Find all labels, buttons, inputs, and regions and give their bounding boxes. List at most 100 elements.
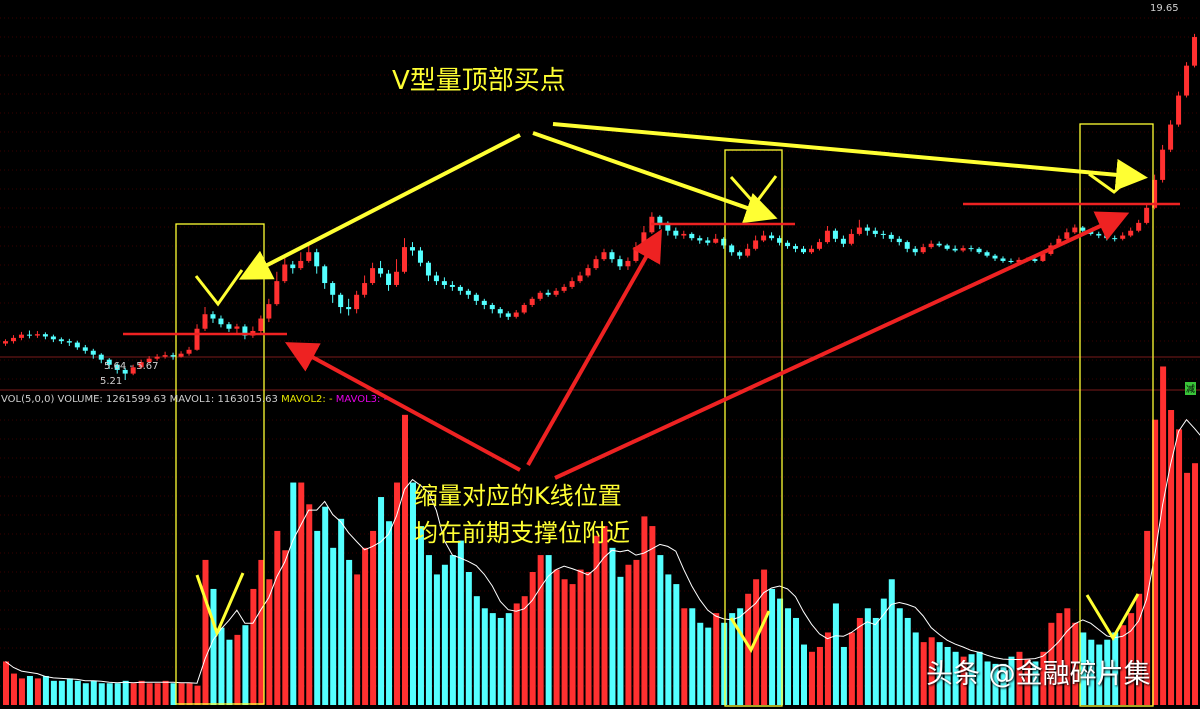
- candle-body: [1016, 259, 1022, 263]
- volume-bar: [50, 680, 57, 705]
- v-mark-volume: [1085, 593, 1140, 641]
- candle-body: [880, 233, 886, 235]
- candle-body: [274, 281, 280, 305]
- candle-body: [561, 286, 567, 291]
- volume-bar: [210, 588, 217, 705]
- volume-bar: [657, 555, 664, 705]
- volume-bar: [1048, 622, 1055, 705]
- candle-body: [1064, 232, 1070, 239]
- volume-bar: [370, 530, 377, 705]
- volume-bar: [306, 504, 313, 705]
- volume-bar: [1120, 625, 1127, 705]
- candle-body: [689, 233, 695, 239]
- candle-body: [681, 233, 687, 236]
- candle-body: [729, 245, 735, 253]
- candle-body: [737, 252, 743, 256]
- arrow-to-box3: [552, 122, 1148, 191]
- candle-body: [1192, 37, 1198, 66]
- volume-bar: [785, 608, 792, 705]
- candle-body: [553, 290, 559, 295]
- volume-bar: [1032, 661, 1039, 705]
- candle-body: [449, 284, 455, 287]
- mavol1-value: MAVOL1: 1163015.63: [169, 394, 278, 405]
- candle-body: [976, 248, 982, 253]
- candle-body: [154, 356, 160, 359]
- volume-bar: [274, 530, 281, 705]
- volume-bar: [984, 661, 991, 705]
- volume-bar: [745, 593, 752, 705]
- volume-bar: [880, 598, 887, 705]
- highlight-box: [175, 223, 265, 705]
- volume-bar: [505, 613, 512, 705]
- volume-bar: [625, 564, 632, 705]
- candle-body: [290, 264, 296, 269]
- volume-bar: [42, 675, 49, 705]
- candle-body: [952, 248, 958, 251]
- candle-body: [904, 242, 910, 249]
- vol-value: VOLUME: 1261599.63: [57, 394, 167, 405]
- candle-body: [1144, 207, 1150, 223]
- candle-body: [314, 252, 320, 267]
- volume-bar: [601, 526, 608, 705]
- candle-body: [960, 248, 966, 251]
- volume-bar: [952, 651, 959, 705]
- volume-bar: [330, 547, 337, 705]
- candle-body: [298, 260, 304, 269]
- volume-bar: [425, 555, 432, 705]
- annotation-note-line1: 缩量对应的K线位置: [414, 482, 622, 510]
- grid-lines: [0, 17, 1200, 687]
- volume-bar: [106, 683, 113, 705]
- candle-body: [66, 341, 72, 343]
- candle-body: [338, 294, 344, 308]
- volume-bar: [569, 584, 576, 705]
- candle-body: [34, 334, 40, 336]
- volume-bar: [114, 683, 121, 705]
- volume-bar: [864, 608, 871, 705]
- volume-bar: [920, 642, 927, 705]
- volume-bar: [481, 608, 488, 705]
- candle-body: [322, 266, 328, 284]
- candle-body: [362, 283, 368, 295]
- candle-body: [777, 238, 783, 243]
- annotation-layer: [123, 122, 1180, 707]
- candle-body: [473, 294, 479, 301]
- candle-body: [330, 283, 336, 295]
- candle-body: [753, 240, 759, 249]
- volume-bar: [354, 574, 361, 705]
- volume-bar: [729, 613, 736, 705]
- candle-body: [481, 300, 487, 305]
- volume-bar: [896, 608, 903, 705]
- volume-bar: [1184, 472, 1191, 705]
- volume-bar: [82, 683, 89, 705]
- price-high-label: 19.65: [1150, 3, 1179, 14]
- volume-bar: [138, 680, 145, 705]
- volume-bar: [218, 627, 225, 705]
- candle-body: [816, 242, 822, 249]
- reduce-tag: 减: [1185, 382, 1197, 395]
- volume-bar: [1144, 530, 1151, 705]
- candle-body: [90, 350, 96, 355]
- candle-body: [864, 227, 870, 231]
- candle-body: [944, 245, 950, 249]
- candle-body: [1040, 253, 1046, 261]
- candle-body: [1160, 149, 1166, 180]
- candle-body: [840, 238, 846, 244]
- volume-bar: [617, 576, 624, 705]
- candle-body: [1168, 124, 1174, 150]
- volume-bar: [226, 639, 233, 705]
- candle-body: [793, 246, 799, 249]
- highlight-box: [1079, 123, 1154, 707]
- volume-bar: [465, 572, 472, 705]
- volume-bar: [537, 555, 544, 705]
- candle-body: [585, 268, 591, 276]
- volume-bar: [1064, 608, 1071, 705]
- candle-body: [673, 230, 679, 236]
- candle-body: [1080, 227, 1086, 231]
- volume-bar: [689, 608, 696, 705]
- candle-body: [202, 314, 208, 329]
- candle-body: [888, 234, 894, 239]
- red-arrow-3: [554, 211, 1130, 480]
- candle-body: [218, 318, 224, 325]
- volume-bar: [816, 646, 823, 705]
